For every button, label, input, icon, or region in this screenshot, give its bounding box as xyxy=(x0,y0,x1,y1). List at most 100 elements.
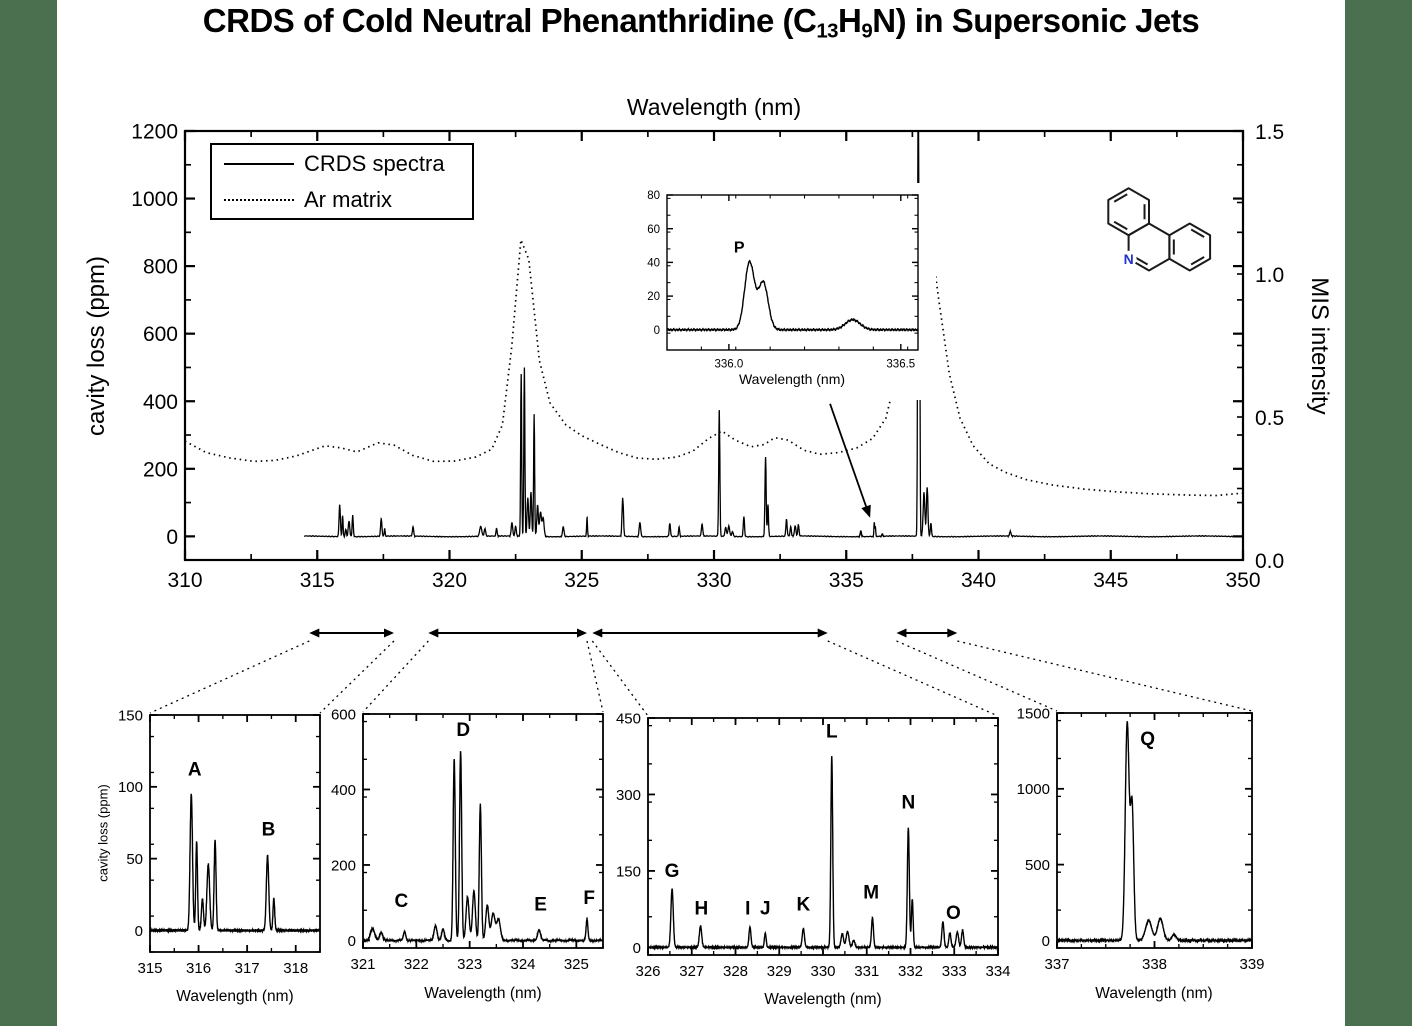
zoom-connector-left-2 xyxy=(362,640,429,713)
panel1-x-tick-label: 318 xyxy=(283,960,308,977)
main-x-tick-label: 335 xyxy=(829,569,864,592)
panel1-x-tick-label: 316 xyxy=(186,960,211,977)
panel3-peak-label-H: H xyxy=(695,899,709,920)
arrowhead xyxy=(896,628,907,638)
main-x-tick-label: 310 xyxy=(167,569,202,592)
crds-spectra-series xyxy=(304,131,1243,540)
panel1-peak-label-B: B xyxy=(262,820,276,841)
main-plot: 310 315 320 325 330 335 340 345 3500200400600800… xyxy=(131,121,1284,592)
inset-background xyxy=(615,183,936,400)
arrowhead xyxy=(428,628,439,638)
panel3-x-tick-label: 334 xyxy=(985,963,1010,980)
zoom-connector-right-3 xyxy=(827,640,999,717)
legend-label-crds: CRDS spectra xyxy=(304,150,445,176)
main-x-tick-label: 315 xyxy=(300,569,335,592)
panel4-y-tick-label: 500 xyxy=(1025,857,1050,874)
arrowhead xyxy=(947,628,958,638)
panel1-y-tick-label: 0 xyxy=(135,923,143,940)
panel4-y-tick-label: 1500 xyxy=(1017,705,1050,722)
zoom-connector-left-4 xyxy=(896,640,1058,712)
panel3-peak-label-O: O xyxy=(946,903,961,924)
panel3-peak-label-M: M xyxy=(863,882,879,903)
panel3-y-tick-label: 0 xyxy=(633,940,641,957)
panel4-xaxis-label: Wavelength (nm) xyxy=(1095,985,1213,1002)
main-x-tick-label: 320 xyxy=(432,569,467,592)
zoom-connector-right-2 xyxy=(586,640,604,713)
main-yaxis-left-label: cavity loss (ppm) xyxy=(83,255,110,437)
main-right-tick-label: 1.0 xyxy=(1255,264,1284,287)
panel3-xaxis-label: Wavelength (nm) xyxy=(764,991,882,1008)
panel1-xaxis-label: Wavelength (nm) xyxy=(176,988,294,1005)
main-y-tick-label: 200 xyxy=(143,458,178,481)
panel3-peak-label-G: G xyxy=(665,861,680,882)
panel4-y-tick-label: 0 xyxy=(1042,933,1050,950)
panel3-x-tick-label: 333 xyxy=(942,963,967,980)
inset-peak-label-P: P xyxy=(734,239,745,256)
main-y-tick-label: 1000 xyxy=(131,188,178,211)
legend-label-armatrix: Ar matrix xyxy=(304,186,392,212)
main-yaxis-right-label: MIS intensity xyxy=(1306,277,1333,415)
panel2-xaxis-label: Wavelength (nm) xyxy=(424,985,542,1002)
legend-item-crds: CRDS spectra xyxy=(212,148,472,180)
panel2-series xyxy=(363,751,603,945)
panel4-x-tick-label: 338 xyxy=(1142,956,1167,973)
panel3-x-tick-label: 326 xyxy=(635,963,660,980)
legend-item-armatrix: Ar matrix xyxy=(212,184,472,216)
inset-xaxis-label: Wavelength (nm) xyxy=(738,371,846,387)
panel4-x-tick-label: 339 xyxy=(1239,956,1264,973)
zoom-connector-left-1 xyxy=(149,640,310,714)
figure-canvas: 310 315 320 325 330 335 340 345 3500200400600800… xyxy=(118,121,1284,980)
arrowhead xyxy=(309,628,320,638)
molecule-phenanthridine: N xyxy=(1107,187,1212,272)
main-y-tick-label: 400 xyxy=(143,391,178,414)
main-y-tick-label: 1200 xyxy=(131,121,178,144)
panel4-y-tick-label: 1000 xyxy=(1017,781,1050,798)
panel3-plot: 326 327 328 329 330 331 332 333 334 0 150 300 450 GH I… xyxy=(616,710,1011,980)
inset-frame xyxy=(666,194,919,351)
panel4-series xyxy=(1057,721,1252,944)
panel2-peak-label-C: C xyxy=(395,891,409,912)
panel3-series xyxy=(648,756,998,951)
zoom-connector-right-4 xyxy=(957,640,1253,712)
main-y-tick-label: 600 xyxy=(143,323,178,346)
panel1-y-tick-label: 150 xyxy=(118,707,143,724)
zoom-region-arrows xyxy=(149,628,1253,717)
inset-y-tick-label: 80 xyxy=(647,190,660,202)
inset-y-tick-label: 40 xyxy=(647,258,660,270)
panel1-y-tick-label: 50 xyxy=(126,851,143,868)
panel1-x-tick-label: 317 xyxy=(235,960,260,977)
main-x-tick-label: 350 xyxy=(1225,569,1260,592)
panel4-x-tick-label: 337 xyxy=(1044,956,1069,973)
figure-paper: CRDS of Cold Neutral Phenanthridine (C13… xyxy=(57,0,1345,1026)
panel2-x-tick-label: 322 xyxy=(404,956,429,973)
panel1-y-tick-label: 100 xyxy=(118,779,143,796)
inset-x-tick-label: 336.0 xyxy=(714,359,743,371)
panel3-peak-label-N: N xyxy=(901,793,915,814)
panel2-x-tick-label: 323 xyxy=(457,956,482,973)
panel3-y-tick-label: 150 xyxy=(616,863,641,880)
panel2-x-tick-label: 324 xyxy=(510,956,535,973)
main-right-tick-label: 0.0 xyxy=(1255,550,1284,573)
panel2-y-tick-label: 200 xyxy=(331,857,356,874)
title-sub-9: 9 xyxy=(861,19,873,43)
inset-series xyxy=(666,259,919,333)
main-y-tick-label: 800 xyxy=(143,256,178,279)
zoom-connector-left-3 xyxy=(591,640,649,717)
panel2-peak-label-F: F xyxy=(583,888,595,909)
panel2-y-tick-label: 400 xyxy=(331,782,356,799)
arrowhead xyxy=(817,628,828,638)
panel3-y-tick-label: 450 xyxy=(616,710,641,727)
main-x-tick-label: 345 xyxy=(1093,569,1128,592)
panel3-x-tick-label: 327 xyxy=(679,963,704,980)
arrowhead xyxy=(384,628,394,638)
panel3-x-tick-label: 331 xyxy=(854,963,879,980)
arrowhead xyxy=(592,628,603,638)
dotted-line-sample xyxy=(224,198,294,201)
panel4-plot: 337 338 339 0 500 1000 1500 Q xyxy=(1017,705,1265,973)
title-prefix: CRDS of Cold Neutral Phenanthridine (C xyxy=(202,2,817,39)
panel1-series xyxy=(150,793,320,935)
inset-plot: 336.0 336.5 0 20 40 60 80 P xyxy=(615,183,936,518)
panel2-x-tick-label: 325 xyxy=(564,956,589,973)
main-x-tick-label: 330 xyxy=(696,569,731,592)
